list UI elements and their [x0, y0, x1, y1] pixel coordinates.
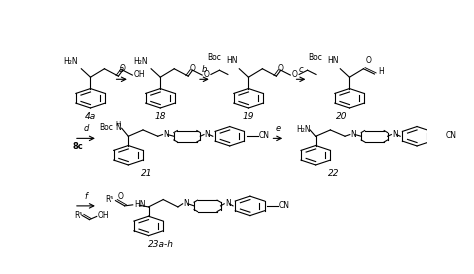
- Text: H₂N: H₂N: [133, 57, 147, 65]
- Text: HN: HN: [134, 200, 146, 209]
- Text: 21: 21: [141, 169, 153, 178]
- Text: N: N: [116, 123, 121, 132]
- Text: b: b: [201, 65, 207, 74]
- Text: O: O: [204, 70, 210, 79]
- Text: Boc: Boc: [100, 123, 114, 132]
- Text: 22: 22: [328, 169, 340, 178]
- Text: HN: HN: [226, 56, 237, 64]
- Text: N: N: [205, 130, 210, 139]
- Text: 23a-h: 23a-h: [148, 240, 174, 249]
- Text: O: O: [117, 192, 123, 201]
- Text: Boc: Boc: [308, 53, 322, 62]
- Text: H: H: [116, 121, 121, 127]
- Text: e: e: [275, 124, 281, 133]
- Text: CN: CN: [259, 131, 270, 140]
- Text: OH: OH: [98, 211, 109, 220]
- Text: H₂N: H₂N: [63, 57, 78, 65]
- Text: O: O: [119, 64, 125, 73]
- Text: f: f: [84, 192, 87, 201]
- Text: a: a: [119, 65, 124, 74]
- Text: N: N: [392, 130, 398, 139]
- Text: c: c: [299, 65, 303, 74]
- Text: N: N: [163, 130, 169, 139]
- Text: H₂N: H₂N: [296, 125, 311, 135]
- Text: 4a: 4a: [85, 112, 96, 121]
- Text: d: d: [83, 124, 89, 133]
- Text: N: N: [183, 199, 189, 208]
- Text: N: N: [225, 199, 231, 208]
- Text: N: N: [351, 130, 356, 139]
- Text: Boc: Boc: [207, 53, 221, 62]
- Text: HN: HN: [327, 56, 338, 64]
- Text: 19: 19: [243, 112, 254, 121]
- Text: O: O: [292, 70, 298, 79]
- Text: 8c: 8c: [72, 142, 83, 151]
- Text: O: O: [277, 64, 283, 73]
- Text: O: O: [189, 64, 195, 73]
- Text: 20: 20: [337, 112, 348, 121]
- Text: 18: 18: [155, 112, 166, 121]
- Text: CN: CN: [279, 201, 290, 210]
- Text: R⁵: R⁵: [105, 195, 114, 204]
- Text: CN: CN: [446, 131, 457, 140]
- Text: R⁵: R⁵: [74, 211, 82, 220]
- Text: H: H: [378, 67, 384, 76]
- Text: O: O: [365, 56, 371, 65]
- Text: OH: OH: [134, 70, 146, 79]
